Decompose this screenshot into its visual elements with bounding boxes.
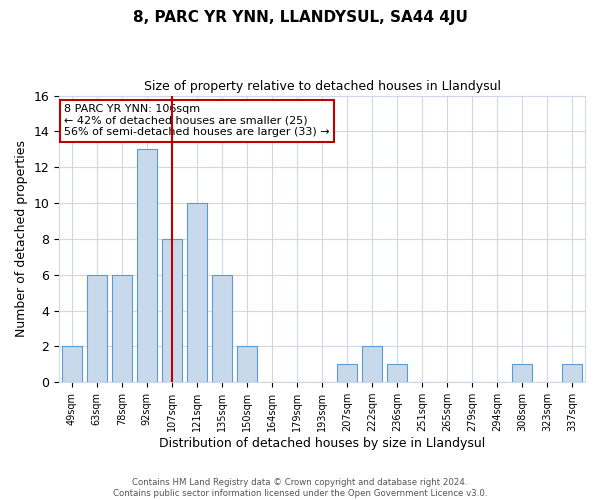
Title: Size of property relative to detached houses in Llandysul: Size of property relative to detached ho… <box>143 80 500 93</box>
Bar <box>237 346 257 382</box>
Bar <box>162 239 182 382</box>
Bar <box>86 274 107 382</box>
Bar <box>212 274 232 382</box>
Bar <box>387 364 407 382</box>
Y-axis label: Number of detached properties: Number of detached properties <box>15 140 28 338</box>
Bar <box>337 364 357 382</box>
Bar <box>62 346 82 382</box>
Bar <box>562 364 583 382</box>
Bar <box>362 346 382 382</box>
Bar <box>187 203 207 382</box>
Bar <box>137 150 157 382</box>
Text: Contains HM Land Registry data © Crown copyright and database right 2024.
Contai: Contains HM Land Registry data © Crown c… <box>113 478 487 498</box>
Text: 8 PARC YR YNN: 106sqm
← 42% of detached houses are smaller (25)
56% of semi-deta: 8 PARC YR YNN: 106sqm ← 42% of detached … <box>64 104 330 138</box>
Bar <box>512 364 532 382</box>
Bar <box>112 274 132 382</box>
Text: 8, PARC YR YNN, LLANDYSUL, SA44 4JU: 8, PARC YR YNN, LLANDYSUL, SA44 4JU <box>133 10 467 25</box>
X-axis label: Distribution of detached houses by size in Llandysul: Distribution of detached houses by size … <box>159 437 485 450</box>
